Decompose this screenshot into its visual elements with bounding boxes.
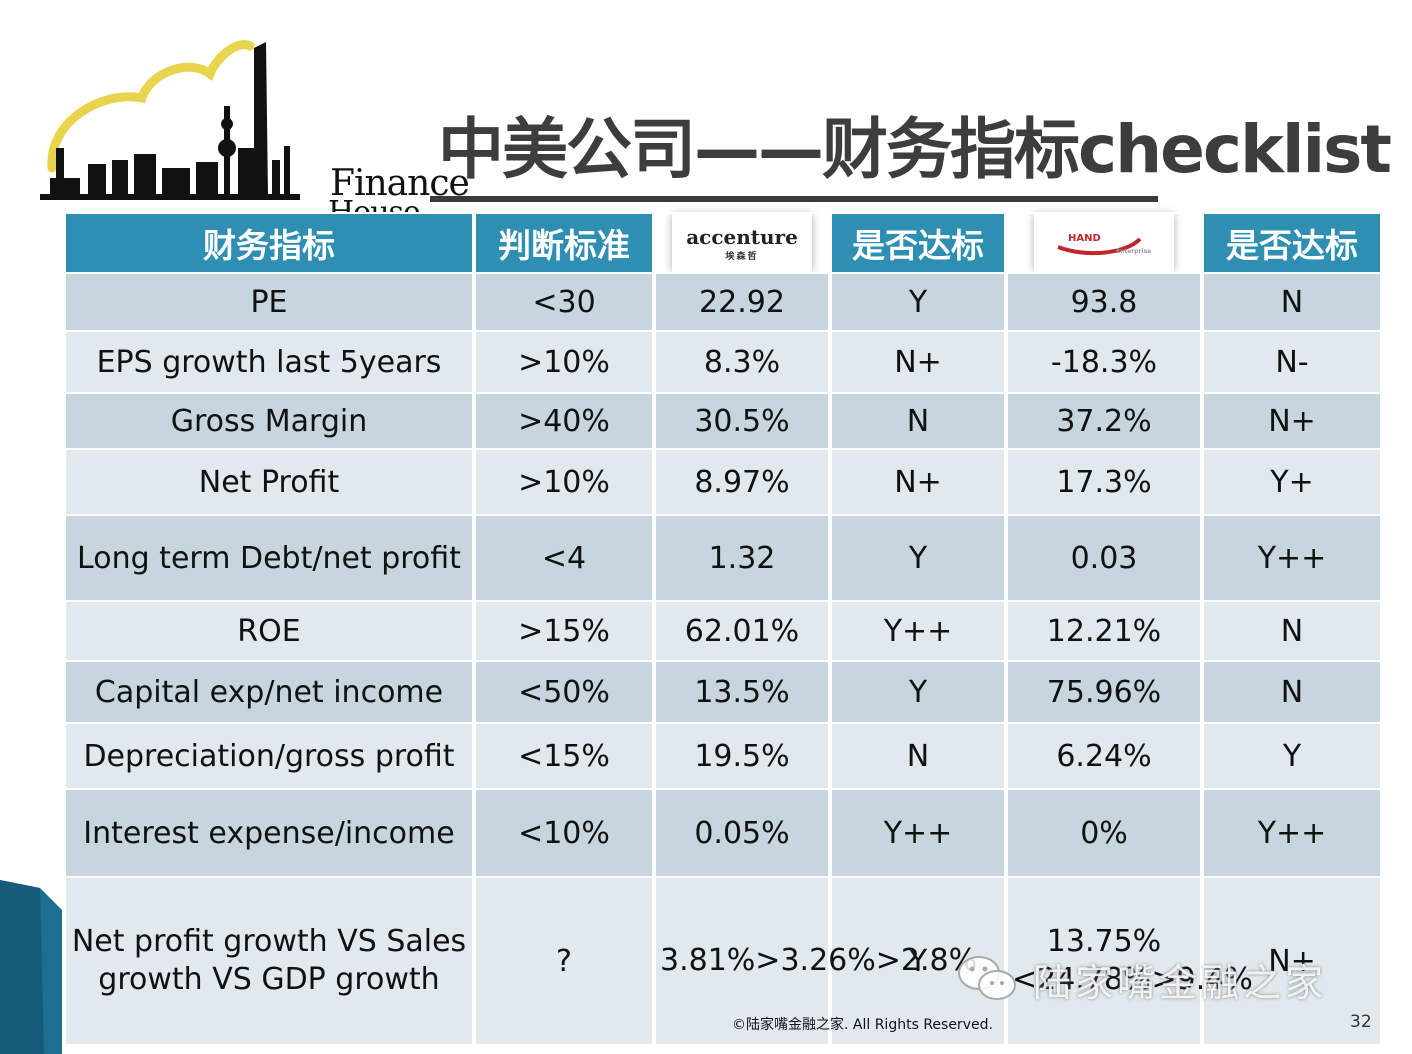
metric-cell: ROE: [62, 600, 476, 662]
metric-cell: Net Profit: [62, 448, 476, 516]
accenture-met-cell: N+: [828, 330, 1008, 394]
copyright-footer: ©陆家嘴金融之家. All Rights Reserved.: [732, 1017, 993, 1033]
criterion-cell: <30: [472, 272, 656, 332]
header-criterion: 判断标准: [472, 212, 656, 274]
table-row: EPS growth last 5years >10% 8.3% N+ -18.…: [62, 330, 1384, 394]
hand-logo: HAND Enterprise: [1034, 214, 1174, 272]
lujiazui-finance-house-logo: Finance House: [40, 28, 470, 220]
hand-met-cell: N: [1200, 600, 1384, 662]
criterion-cell: <15%: [472, 722, 656, 790]
accenture-met-cell: Y++: [828, 600, 1008, 662]
hand-value-cell: 75.96%: [1004, 660, 1204, 724]
slide-title: 中美公司——财务指标checklist: [438, 111, 1392, 188]
accenture-value-cell: 30.5%: [652, 392, 832, 450]
header-metric: 财务指标: [62, 212, 476, 274]
table-row: Net profit growth VS Sales growth VS GDP…: [62, 876, 1384, 1046]
accenture-value-cell: 8.3%: [652, 330, 832, 394]
accenture-met-cell: Y: [828, 514, 1008, 602]
table-row: Interest expense/income <10% 0.05% Y++ 0…: [62, 788, 1384, 878]
criterion-cell: <50%: [472, 660, 656, 724]
page-number: 32: [1350, 1012, 1372, 1032]
metric-cell: Depreciation/gross profit: [62, 722, 476, 790]
hand-met-cell: Y++: [1200, 788, 1384, 878]
metric-cell: Interest expense/income: [62, 788, 476, 878]
accenture-met-cell: N: [828, 722, 1008, 790]
hand-value-cell: -18.3%: [1004, 330, 1204, 394]
hand-value-cell: 93.8: [1004, 272, 1204, 332]
title-underline: [430, 196, 1158, 202]
table-row: PE <30 22.92 Y 93.8 N: [62, 272, 1384, 332]
hand-met-cell: N: [1200, 272, 1384, 332]
accenture-value-cell: 1.32: [652, 514, 832, 602]
accenture-logo: accenture 埃森哲: [672, 214, 812, 272]
metric-cell: Capital exp/net income: [62, 660, 476, 724]
metric-cell: Net profit growth VS Sales growth VS GDP…: [62, 876, 476, 1046]
hand-met-cell: N: [1200, 660, 1384, 724]
hand-met-cell: Y: [1200, 722, 1384, 790]
hand-logo-icon: HAND Enterprise: [1057, 233, 1151, 256]
criterion-cell: ?: [472, 876, 656, 1046]
logo-finance-text: Finance: [330, 163, 470, 204]
hand-met-cell: N+: [1200, 392, 1384, 450]
hand-value-cell: 12.21%: [1004, 600, 1204, 662]
hand-value-cell: 37.2%: [1004, 392, 1204, 450]
svg-text:Enterprise: Enterprise: [1116, 248, 1151, 255]
accenture-value-cell: 8.97%: [652, 448, 832, 516]
criterion-cell: <10%: [472, 788, 656, 878]
accenture-met-cell: N+: [828, 448, 1008, 516]
table-header-row: 财务指标 判断标准 accenture 埃森哲 是否达标 HAND Enterp…: [62, 212, 1384, 274]
hand-met-cell: N-: [1200, 330, 1384, 394]
accenture-met-cell: Y: [828, 660, 1008, 724]
header-hand-met: 是否达标: [1200, 212, 1384, 274]
accenture-logo-name: accenture: [686, 224, 798, 249]
table-row: Capital exp/net income <50% 13.5% Y 75.9…: [62, 660, 1384, 724]
criterion-cell: >10%: [472, 330, 656, 394]
table-row: Gross Margin >40% 30.5% N 37.2% N+: [62, 392, 1384, 450]
criterion-cell: >10%: [472, 448, 656, 516]
criterion-cell: <4: [472, 514, 656, 602]
accenture-met-cell: Y: [828, 876, 1008, 1046]
accenture-met-cell: Y: [828, 272, 1008, 332]
hand-value-cell: 13.75%<24.78%>9.4%: [1004, 876, 1253, 1046]
hand-value-cell: 6.24%: [1004, 722, 1204, 790]
accenture-value-cell: 13.5%: [652, 660, 832, 724]
accenture-value-cell: 0.05%: [652, 788, 832, 878]
financial-checklist-table: 财务指标 判断标准 accenture 埃森哲 是否达标 HAND Enterp…: [62, 212, 1384, 1046]
hand-value-cell: 0.03: [1004, 514, 1204, 602]
accenture-value-cell: 22.92: [652, 272, 832, 332]
accenture-value-cell: 62.01%: [652, 600, 832, 662]
header-accenture-met: 是否达标: [828, 212, 1008, 274]
svg-text:HAND: HAND: [1068, 233, 1101, 244]
criterion-cell: >40%: [472, 392, 656, 450]
criterion-cell: >15%: [472, 600, 656, 662]
table-row: Net Profit >10% 8.97% N+ 17.3% Y+: [62, 448, 1384, 516]
accenture-logo-sub: 埃森哲: [725, 251, 759, 262]
header-accenture: accenture 埃森哲: [652, 212, 832, 274]
hand-met-cell: N+: [1200, 876, 1384, 1046]
table-row: ROE >15% 62.01% Y++ 12.21% N: [62, 600, 1384, 662]
table-row: Long term Debt/net profit <4 1.32 Y 0.03…: [62, 514, 1384, 602]
hand-value-cell: 17.3%: [1004, 448, 1204, 516]
metric-cell: PE: [62, 272, 476, 332]
header-hand: HAND Enterprise: [1004, 212, 1204, 274]
hand-met-cell: Y+: [1200, 448, 1384, 516]
table-row: Depreciation/gross profit <15% 19.5% N 6…: [62, 722, 1384, 790]
metric-cell: Long term Debt/net profit: [62, 514, 476, 602]
hand-value-cell: 0%: [1004, 788, 1204, 878]
accenture-met-cell: Y++: [828, 788, 1008, 878]
slide-accent-shape: [0, 880, 62, 1054]
accenture-value-cell: 19.5%: [652, 722, 832, 790]
skyline-icon: [40, 40, 300, 200]
hand-met-cell: Y++: [1200, 514, 1384, 602]
metric-cell: EPS growth last 5years: [62, 330, 476, 394]
metric-cell: Gross Margin: [62, 392, 476, 450]
accenture-met-cell: N: [828, 392, 1008, 450]
